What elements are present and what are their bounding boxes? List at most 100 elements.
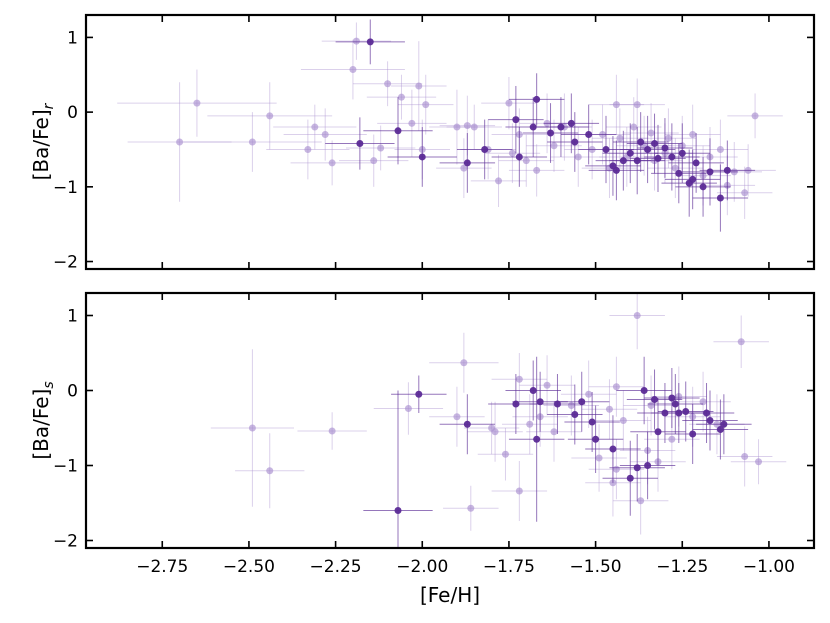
marker: [550, 142, 558, 150]
data-point-dark: [647, 374, 704, 434]
data-point-light: [491, 461, 548, 521]
marker: [481, 145, 489, 153]
y-tick-label: 0: [67, 382, 78, 402]
data-point-light: [588, 356, 645, 417]
marker: [311, 123, 319, 131]
data-point-dark: [547, 112, 603, 172]
data-point-dark: [488, 85, 544, 154]
marker: [751, 112, 759, 120]
marker: [630, 123, 638, 131]
data-point-dark: [585, 415, 641, 483]
marker: [585, 131, 593, 139]
data-point-dark: [508, 356, 565, 522]
data-point-dark: [692, 399, 749, 460]
marker: [720, 420, 728, 428]
y-tick-label: −2: [53, 253, 78, 273]
data-point-light: [463, 401, 520, 455]
marker: [463, 122, 471, 130]
marker: [533, 95, 541, 103]
marker: [193, 99, 201, 107]
data-point-dark: [543, 93, 600, 154]
data-point-light: [606, 97, 662, 157]
data-point-dark: [439, 394, 496, 455]
y-tick-label: 1: [67, 307, 78, 327]
data-point-light: [526, 401, 582, 462]
data-point-light: [543, 375, 600, 436]
data-point-light: [290, 140, 374, 186]
data-point-dark: [522, 103, 579, 163]
marker: [266, 467, 274, 475]
marker: [644, 145, 652, 153]
data-point-light: [508, 144, 565, 197]
marker: [647, 402, 655, 409]
marker: [619, 417, 627, 424]
x-tick-label: −1.00: [743, 557, 795, 577]
data-point-light: [210, 349, 294, 507]
marker: [567, 402, 575, 409]
data-point-dark: [439, 133, 496, 193]
marker: [612, 166, 620, 174]
data-point-light: [640, 108, 697, 169]
marker: [529, 387, 537, 394]
data-point-dark: [547, 384, 603, 445]
marker: [463, 420, 471, 428]
data-point-light: [297, 412, 367, 450]
data-point-light: [498, 134, 554, 187]
data-point-light: [560, 360, 617, 428]
marker: [612, 101, 620, 109]
data-point-light: [373, 382, 444, 435]
data-point-dark: [588, 140, 645, 201]
data-point-light: [429, 332, 499, 393]
marker: [716, 194, 724, 202]
marker: [470, 123, 478, 131]
marker: [508, 149, 516, 157]
marker: [651, 396, 659, 403]
data-point-light: [207, 82, 333, 150]
axes-frame: [84, 291, 816, 550]
marker: [716, 145, 724, 153]
marker: [588, 418, 596, 426]
marker: [637, 497, 645, 505]
marker: [266, 112, 274, 120]
y-tick-label: −1: [53, 178, 78, 198]
data-point-dark: [456, 119, 513, 180]
data-point-dark: [387, 127, 457, 187]
marker: [515, 487, 523, 495]
data-point-light: [436, 138, 492, 199]
data-point-dark: [505, 360, 561, 421]
marker: [453, 413, 461, 421]
marker: [543, 381, 551, 389]
data-point-dark: [325, 117, 395, 170]
data-point-light: [526, 119, 582, 172]
data-point-light: [467, 401, 523, 462]
marker: [404, 405, 412, 412]
marker: [501, 450, 509, 458]
marker: [463, 159, 471, 167]
data-point-dark: [391, 375, 447, 413]
data-point-light: [730, 439, 787, 485]
marker: [522, 157, 530, 165]
data-point-dark: [567, 405, 624, 473]
marker: [668, 435, 676, 443]
marker: [671, 400, 679, 408]
marker: [352, 37, 360, 45]
data-point-light: [117, 69, 277, 137]
data-layer: [117, 19, 783, 232]
data-point-light: [581, 379, 638, 440]
data-point-dark: [664, 404, 721, 464]
data-point-dark: [619, 431, 676, 500]
data-point-light: [273, 104, 357, 150]
marker: [495, 177, 503, 185]
marker: [644, 462, 652, 469]
marker: [574, 153, 582, 161]
marker: [328, 159, 336, 167]
marker: [612, 383, 620, 391]
marker: [415, 82, 423, 90]
marker: [328, 427, 336, 435]
data-point-light: [127, 82, 232, 202]
data-point-light: [398, 74, 454, 135]
data-point-light: [612, 467, 669, 535]
marker: [356, 139, 364, 147]
data-point-light: [716, 426, 773, 487]
data-point-dark: [696, 394, 752, 455]
